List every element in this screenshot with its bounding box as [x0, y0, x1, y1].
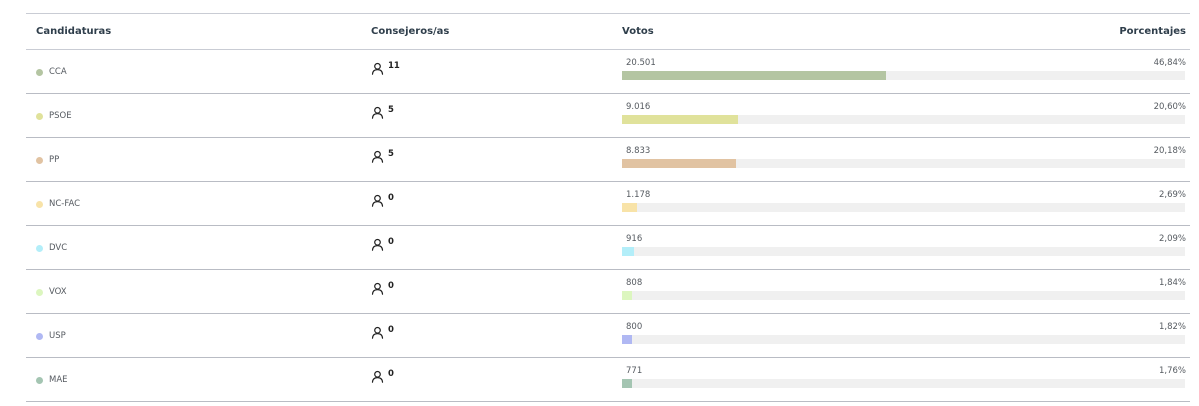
party-color-dot	[36, 69, 43, 76]
vote-bar-fill	[622, 115, 738, 124]
votes-count: 916	[626, 234, 643, 244]
person-icon	[371, 104, 384, 119]
vote-bar-fill	[622, 159, 736, 168]
party-name: CCA	[49, 67, 67, 77]
vote-bar-track	[622, 159, 1185, 168]
seats-count: 0	[388, 237, 394, 247]
vote-bar-track	[622, 291, 1185, 300]
vote-percentage: 20,60%	[1153, 102, 1186, 112]
party-name: MAE	[49, 375, 68, 385]
table-row: PSOE 5 9.016 20,60%	[26, 94, 1190, 138]
person-icon	[371, 236, 384, 251]
party-color-dot	[36, 377, 43, 384]
header-candidaturas[interactable]: Candidaturas	[36, 26, 112, 37]
votes-count: 800	[626, 322, 643, 332]
vote-bar-track	[622, 203, 1185, 212]
vote-percentage: 1,82%	[1158, 322, 1186, 332]
party-color-dot	[36, 201, 43, 208]
table-header: Candidaturas Consejeros/as Votos Porcent…	[26, 14, 1190, 50]
seats-cell: 0	[371, 191, 394, 207]
votes-count: 1.178	[626, 190, 651, 200]
table-row: MAE 0 771 1,76%	[26, 358, 1190, 402]
header-votos[interactable]: Votos	[622, 26, 654, 37]
seats-cell: 0	[371, 323, 394, 339]
vote-bar-track	[622, 335, 1185, 344]
party-color-dot	[36, 289, 43, 296]
party-name: NC-FAC	[49, 199, 81, 209]
seats-count: 0	[388, 369, 394, 379]
vote-bar-fill	[622, 335, 633, 344]
party-name: VOX	[49, 287, 67, 297]
person-icon	[371, 148, 384, 163]
vote-percentage: 1,76%	[1158, 366, 1186, 376]
seats-cell: 11	[371, 59, 400, 75]
person-icon	[371, 368, 384, 383]
table-row: DVC 0 916 2,09%	[26, 226, 1190, 270]
table-row: VOX 0 808 1,84%	[26, 270, 1190, 314]
party-name: DVC	[49, 243, 68, 253]
vote-percentage: 1,84%	[1158, 278, 1186, 288]
vote-bar-track	[622, 379, 1185, 388]
seats-count: 5	[388, 149, 394, 159]
votes-count: 8.833	[626, 146, 651, 156]
party-color-dot	[36, 333, 43, 340]
table-row: PP 5 8.833 20,18%	[26, 138, 1190, 182]
vote-bar-fill	[622, 203, 638, 212]
vote-percentage: 46,84%	[1153, 58, 1186, 68]
person-icon	[371, 60, 384, 75]
party-color-dot	[36, 245, 43, 252]
table-row: USP 0 800 1,82%	[26, 314, 1190, 358]
votes-count: 9.016	[626, 102, 651, 112]
person-icon	[371, 192, 384, 207]
vote-percentage: 2,69%	[1158, 190, 1186, 200]
seats-count: 0	[388, 325, 394, 335]
party-color-dot	[36, 157, 43, 164]
seats-count: 0	[388, 193, 394, 203]
party-color-dot	[36, 113, 43, 120]
vote-bar-fill	[622, 71, 886, 80]
results-table: Candidaturas Consejeros/as Votos Porcent…	[26, 13, 1190, 402]
seats-cell: 5	[371, 147, 394, 163]
votes-count: 20.501	[626, 58, 656, 68]
votes-count: 808	[626, 278, 643, 288]
person-icon	[371, 324, 384, 339]
vote-bar-fill	[622, 291, 633, 300]
party-name: USP	[49, 331, 66, 341]
seats-cell: 0	[371, 235, 394, 251]
votes-count: 771	[626, 366, 643, 376]
seats-cell: 0	[371, 367, 394, 383]
vote-bar-track	[622, 247, 1185, 256]
party-name: PP	[49, 155, 60, 165]
header-porcentajes[interactable]: Porcentajes	[1119, 26, 1186, 37]
seats-cell: 0	[371, 279, 394, 295]
party-name: PSOE	[49, 111, 72, 121]
vote-bar-fill	[622, 379, 632, 388]
vote-bar-track	[622, 71, 1185, 80]
table-row: CCA 11 20.501 46,84%	[26, 50, 1190, 94]
table-body: CCA 11 20.501 46,84% PSOE 5 9.016 20,60% PP 5 8.83…	[26, 50, 1190, 402]
seats-count: 5	[388, 105, 394, 115]
header-consejeros[interactable]: Consejeros/as	[371, 26, 450, 37]
seats-cell: 5	[371, 103, 394, 119]
seats-count: 11	[388, 61, 400, 71]
seats-count: 0	[388, 281, 394, 291]
vote-bar-track	[622, 115, 1185, 124]
person-icon	[371, 280, 384, 295]
vote-bar-fill	[622, 247, 634, 256]
vote-percentage: 2,09%	[1158, 234, 1186, 244]
table-row: NC-FAC 0 1.178 2,69%	[26, 182, 1190, 226]
vote-percentage: 20,18%	[1153, 146, 1186, 156]
